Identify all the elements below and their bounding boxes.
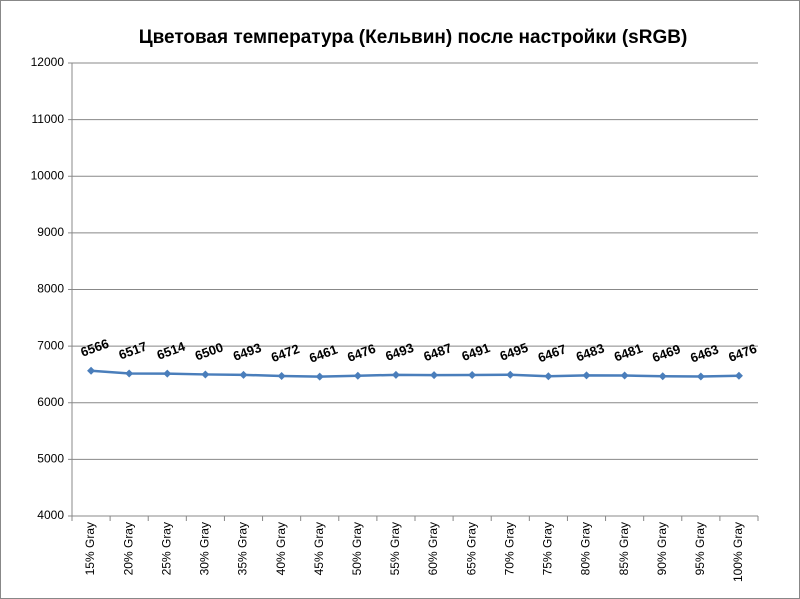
data-marker <box>125 369 134 378</box>
x-tick-label: 35% Gray <box>236 522 250 575</box>
x-tick-label: 30% Gray <box>198 522 212 575</box>
x-tick-label: 50% Gray <box>350 522 364 575</box>
y-tick-label: 10000 <box>31 168 65 182</box>
data-marker <box>430 371 439 380</box>
y-tick-label: 11000 <box>32 112 65 126</box>
data-marker <box>353 371 362 380</box>
x-tick-label: 75% Gray <box>541 522 555 575</box>
data-marker <box>315 372 324 381</box>
x-tick-label: 85% Gray <box>617 522 631 575</box>
y-tick-label: 7000 <box>37 338 64 352</box>
data-marker <box>163 369 172 378</box>
y-tick-label: 5000 <box>37 452 64 466</box>
chart-title: Цветовая температура (Кельвин) после нас… <box>139 27 688 48</box>
x-tick-label: 100% Gray <box>731 522 745 582</box>
data-marker <box>582 371 591 380</box>
y-tick-label: 9000 <box>37 225 64 239</box>
data-marker <box>87 366 96 375</box>
data-marker <box>468 370 477 379</box>
data-marker <box>277 372 286 381</box>
x-tick-label: 70% Gray <box>502 522 516 575</box>
data-marker <box>201 370 210 379</box>
data-line <box>90 369 739 378</box>
y-tick-label: 4000 <box>37 508 64 522</box>
x-tick-label: 20% Gray <box>121 522 135 575</box>
data-marker <box>239 370 248 379</box>
data-marker <box>391 370 400 379</box>
data-marker <box>544 372 553 381</box>
y-tick-label: 12000 <box>31 55 65 69</box>
x-tick-label: 40% Gray <box>274 522 288 575</box>
x-tick-label: 45% Gray <box>312 522 326 575</box>
x-tick-label: 95% Gray <box>693 522 707 575</box>
x-tick-label: 90% Gray <box>655 522 669 575</box>
x-tick-label: 25% Gray <box>159 522 173 575</box>
x-tick-label: 60% Gray <box>426 522 440 575</box>
x-tick-label: 15% Gray <box>83 522 97 575</box>
data-marker <box>658 372 667 381</box>
x-tick-label: 80% Gray <box>579 522 593 575</box>
x-tick-label: 65% Gray <box>464 522 478 575</box>
y-tick-label: 6000 <box>37 395 64 409</box>
data-marker <box>506 370 515 379</box>
data-marker <box>734 371 743 380</box>
x-tick-label: 55% Gray <box>388 522 402 575</box>
data-marker <box>696 372 705 381</box>
data-marker <box>620 371 629 380</box>
y-tick-label: 8000 <box>37 282 64 296</box>
